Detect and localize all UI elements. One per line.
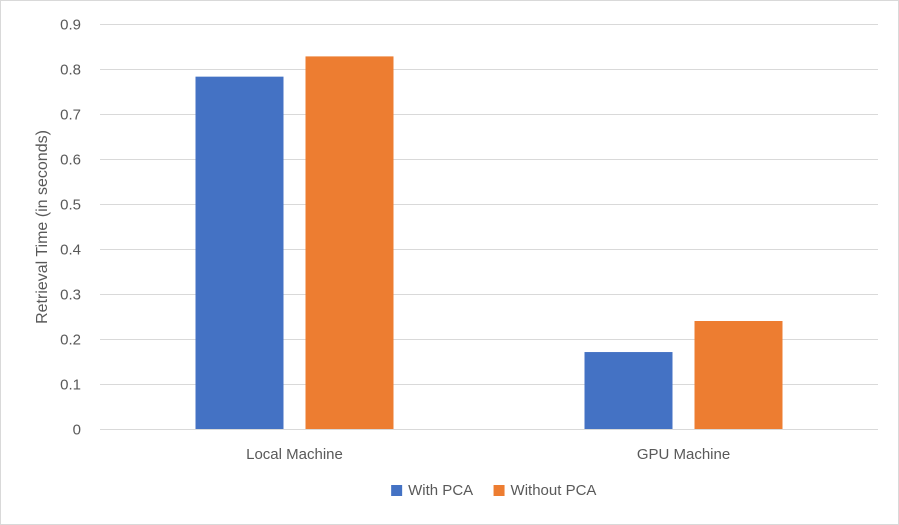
y-tick-label: 0.6 [60,152,81,169]
legend: With PCA Without PCA [391,482,596,499]
y-tick-label: 0 [73,422,81,439]
y-tick-label: 0.4 [60,242,81,259]
y-tick-label: 0.2 [60,332,81,349]
legend-swatch [391,485,403,496]
y-tick-label: 0.3 [60,287,81,304]
bar-without-pca-local-machine [305,56,394,430]
y-axis-ticks: 0 0.1 0.2 0.3 0.4 0.5 0.6 0.7 0.8 0.9 [60,17,81,439]
y-tick-label: 0.8 [60,62,81,79]
y-tick-label: 0.9 [60,17,81,34]
x-tick-label: GPU Machine [637,446,730,463]
x-tick-label: Local Machine [246,446,343,463]
legend-swatch [493,485,505,496]
y-tick-label: 0.5 [60,197,81,214]
y-tick-label: 0.7 [60,107,81,124]
bar-with-pca-local-machine [195,76,284,430]
legend-label: With PCA [408,482,473,499]
bar-without-pca-gpu-machine [694,321,783,429]
x-axis-ticks: Local Machine GPU Machine [100,429,878,463]
bar-with-pca-gpu-machine [584,352,673,429]
legend-label: Without PCA [511,482,597,499]
y-axis-title: Retrieval Time (in seconds) [34,130,51,324]
y-tick-label: 0.1 [60,377,81,394]
bars [195,56,783,430]
